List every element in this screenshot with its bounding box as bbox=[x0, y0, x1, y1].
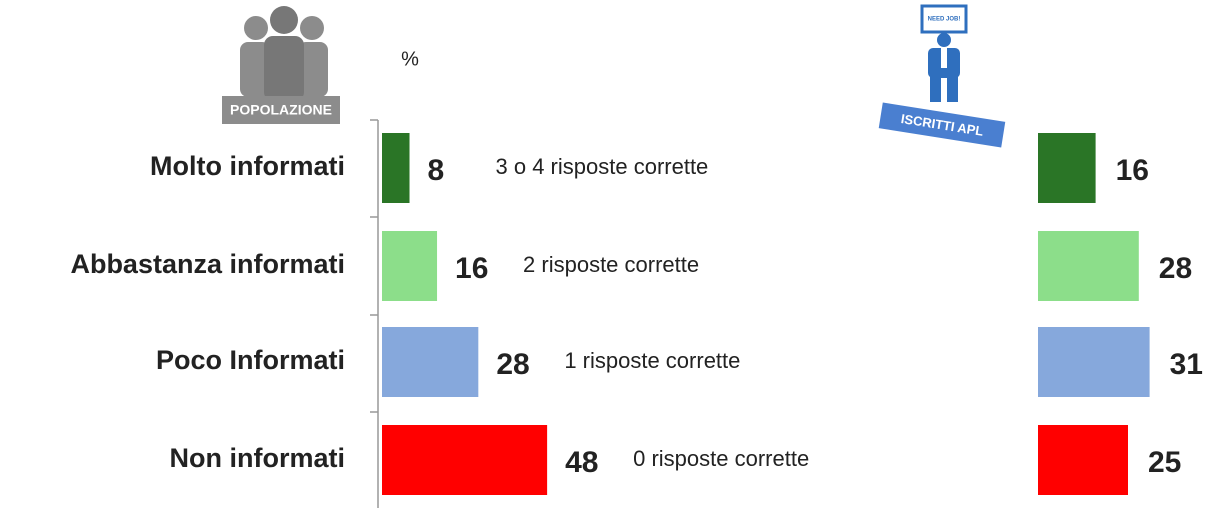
axis bbox=[370, 119, 379, 508]
bar bbox=[1038, 231, 1139, 301]
value-label: 48 bbox=[565, 446, 598, 479]
value-label: 31 bbox=[1170, 348, 1203, 381]
annotation: 1 risposte corrette bbox=[564, 348, 740, 373]
bar bbox=[382, 425, 548, 495]
annotation: 3 o 4 risposte corrette bbox=[496, 154, 709, 179]
bar bbox=[382, 327, 479, 397]
value-label: 16 bbox=[455, 252, 488, 285]
category-label: Molto informati bbox=[150, 151, 345, 181]
value-label: 25 bbox=[1148, 446, 1181, 479]
job-seeker-icon: NEED JOB! bbox=[878, 4, 1006, 148]
annotation: 2 risposte corrette bbox=[523, 252, 699, 277]
population-icon bbox=[222, 6, 340, 124]
bar bbox=[1038, 327, 1150, 397]
annotation: 0 risposte corrette bbox=[633, 446, 809, 471]
category-label: Poco Informati bbox=[156, 345, 345, 375]
category-label: Abbastanza informati bbox=[70, 249, 345, 279]
bar bbox=[1038, 425, 1128, 495]
category-label: Non informati bbox=[170, 443, 346, 473]
bar bbox=[1038, 133, 1096, 203]
bar bbox=[382, 231, 438, 301]
value-label: 16 bbox=[1116, 154, 1149, 187]
svg-text:NEED JOB!: NEED JOB! bbox=[928, 17, 961, 23]
series-label: POPOLAZIONE bbox=[230, 102, 332, 118]
value-label: 28 bbox=[1159, 252, 1192, 285]
bar bbox=[382, 133, 410, 203]
value-label: 8 bbox=[428, 154, 445, 187]
unit-label: % bbox=[401, 48, 419, 70]
value-label: 28 bbox=[496, 348, 529, 381]
